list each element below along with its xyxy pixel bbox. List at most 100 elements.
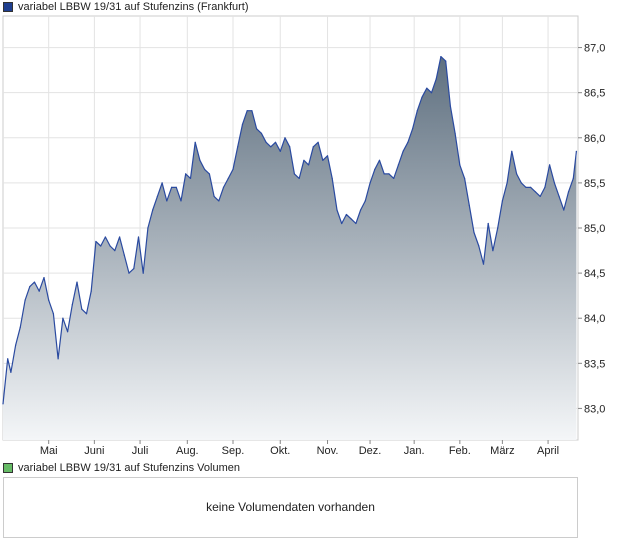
price-point — [364, 200, 366, 202]
price-point — [123, 254, 125, 256]
x-tick-label: Mai — [40, 445, 58, 457]
price-point — [482, 263, 485, 265]
price-point — [416, 110, 418, 112]
price-point — [397, 164, 399, 166]
price-point — [100, 245, 102, 247]
no-volume-message: keine Volumendaten vorhanden — [206, 500, 375, 514]
price-point — [412, 128, 414, 130]
price-point — [407, 141, 409, 143]
price-point — [563, 209, 565, 211]
y-tick-label: 85,0 — [584, 223, 605, 235]
price-point — [227, 177, 229, 179]
price-legend-swatch — [3, 2, 13, 12]
price-point — [383, 173, 385, 175]
price-point — [76, 281, 78, 283]
x-tick-label: April — [537, 445, 559, 457]
x-tick-label: Sep. — [222, 445, 245, 457]
price-point — [218, 200, 220, 202]
y-tick-label: 86,0 — [584, 133, 605, 145]
price-point — [2, 403, 4, 405]
x-tick-label: März — [490, 445, 514, 457]
price-point — [24, 299, 26, 301]
price-point — [312, 146, 314, 148]
price-point — [90, 290, 92, 292]
price-point — [67, 331, 69, 333]
price-point — [464, 177, 466, 179]
price-point — [10, 371, 12, 373]
price-point — [48, 299, 50, 301]
price-point — [222, 186, 225, 188]
price-point — [459, 164, 461, 166]
price-point — [246, 110, 248, 112]
price-point — [534, 191, 537, 193]
price-point — [336, 209, 338, 211]
price-point — [147, 227, 149, 229]
price-point — [52, 313, 55, 315]
price-point — [360, 209, 362, 211]
x-tick-label: Dez. — [359, 445, 382, 457]
price-point — [62, 317, 64, 319]
price-point — [15, 344, 17, 346]
price-point — [38, 290, 40, 292]
price-point — [284, 137, 286, 139]
price-point — [137, 236, 140, 238]
y-tick-label: 86,5 — [584, 88, 605, 100]
price-point — [435, 78, 437, 80]
price-point — [525, 186, 527, 188]
price-point — [260, 132, 262, 134]
price-point — [171, 186, 173, 188]
price-point — [185, 173, 187, 175]
price-point — [449, 105, 451, 107]
price-point — [232, 168, 234, 170]
price-point — [104, 236, 106, 238]
price-point — [85, 313, 88, 315]
price-point — [369, 182, 371, 184]
price-point — [388, 173, 390, 175]
price-point — [81, 308, 83, 310]
price-point — [393, 177, 395, 179]
y-tick-label: 85,5 — [584, 178, 605, 190]
price-point — [128, 272, 130, 274]
price-point — [156, 195, 158, 197]
price-point — [426, 87, 428, 89]
x-tick-label: Juli — [132, 445, 149, 457]
price-point — [345, 213, 347, 216]
price-point — [317, 141, 319, 143]
price-point — [473, 231, 475, 234]
y-tick-label: 83,5 — [584, 358, 605, 370]
price-point — [241, 123, 244, 125]
price-point — [293, 173, 295, 175]
x-tick-label: Feb. — [449, 445, 471, 457]
price-point — [575, 150, 578, 152]
price-point — [133, 268, 135, 270]
price-point — [119, 236, 121, 238]
price-point — [166, 200, 168, 202]
price-point — [289, 146, 291, 148]
x-tick-label: Aug. — [176, 445, 199, 457]
price-point — [251, 110, 253, 112]
price-point — [445, 60, 447, 62]
price-point — [374, 168, 376, 170]
price-point — [237, 146, 239, 148]
price-point — [567, 191, 570, 193]
price-point — [7, 358, 9, 360]
y-tick-label: 83,0 — [584, 403, 605, 415]
price-point — [402, 150, 404, 152]
price-point — [71, 304, 73, 306]
price-point — [558, 195, 560, 197]
price-point — [213, 195, 215, 197]
price-point — [43, 277, 45, 279]
volume-legend: variabel LBBW 19/31 auf Stufenzins Volum… — [3, 461, 240, 475]
price-point — [468, 204, 470, 206]
price-point — [298, 177, 300, 179]
price-point — [208, 173, 210, 175]
price-point — [265, 141, 267, 143]
x-tick-label: Okt. — [270, 445, 290, 457]
price-point — [322, 159, 324, 161]
price-point — [274, 141, 277, 143]
price-legend-label: variabel LBBW 19/31 auf Stufenzins (Fran… — [18, 1, 249, 13]
price-point — [180, 200, 182, 202]
price-point — [506, 182, 508, 184]
price-point — [161, 182, 163, 184]
price-point — [497, 227, 499, 229]
